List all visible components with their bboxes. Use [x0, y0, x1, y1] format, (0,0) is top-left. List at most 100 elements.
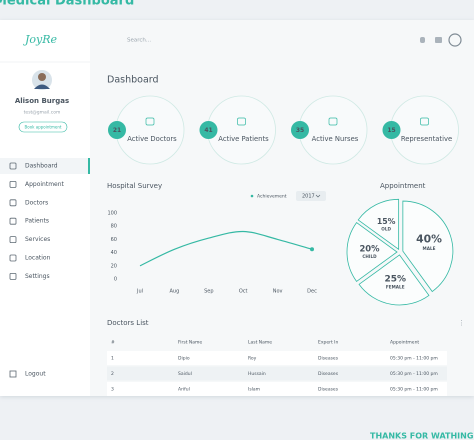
- menu-active-bar: [88, 158, 90, 174]
- book-button-label[interactable]: Book appointment: [25, 125, 62, 130]
- table-cell: Roy: [248, 356, 257, 362]
- pie-value-label: 40%: [416, 233, 442, 246]
- legend-dot: [250, 194, 254, 198]
- menu-item[interactable]: Patients: [25, 218, 49, 225]
- menu-icon: [9, 272, 17, 280]
- stat-badge: [291, 121, 309, 139]
- pie-slice: [402, 200, 454, 293]
- pie-category: OLD: [381, 227, 391, 232]
- stat-card[interactable]: [390, 95, 459, 165]
- bell-icon[interactable]: [420, 37, 425, 43]
- stat-card[interactable]: [298, 95, 368, 165]
- logout-icon: [9, 370, 17, 378]
- stat-badge: [199, 121, 218, 139]
- x-tick-label: Jul: [136, 289, 143, 295]
- table-cell: Ariful: [178, 387, 190, 393]
- stat-icon: [145, 117, 155, 126]
- menu-item[interactable]: Services: [25, 236, 50, 243]
- table-header: First Name: [178, 340, 202, 346]
- stat-badge: [108, 121, 126, 139]
- line-end-dot: [310, 247, 314, 252]
- survey-title: Hospital Survey: [107, 182, 162, 190]
- menu-icon: [9, 180, 17, 188]
- table-cell: 05:30 pm - 11:00 pm: [390, 356, 438, 362]
- stat-badge: [382, 121, 401, 139]
- stat-value: 15: [387, 127, 395, 134]
- stat-icon: [420, 117, 429, 126]
- table-row: [107, 366, 447, 381]
- pie-value-label: 20%: [359, 244, 380, 254]
- stat-icon: [237, 117, 246, 126]
- profile-icon[interactable]: [448, 33, 462, 47]
- x-tick-label: Nov: [273, 289, 283, 295]
- table-cell: Hussain: [248, 371, 266, 377]
- pie-category: CHILD: [362, 254, 377, 259]
- table-header: Last Name: [248, 340, 272, 346]
- stat-value: 41: [204, 127, 212, 134]
- search[interactable]: Search...: [127, 38, 151, 44]
- dropdown-caret: [315, 194, 321, 198]
- stat-icon: [328, 117, 338, 126]
- book-button[interactable]: [18, 121, 68, 133]
- avatar-head: [38, 73, 46, 81]
- menu-icon: [9, 199, 17, 207]
- menu-active: [0, 158, 90, 174]
- stat-value: 21: [113, 127, 121, 134]
- year-label[interactable]: 2017: [302, 194, 315, 200]
- y-tick-label: 80: [111, 224, 117, 230]
- pie-slice: [357, 198, 400, 251]
- table-cell: Islam: [248, 387, 260, 393]
- table-cell: Diseases: [318, 356, 339, 362]
- pie-value-label: 15%: [377, 217, 396, 226]
- stat-label: Active Patients: [218, 135, 269, 143]
- legend-label: Achievement: [257, 194, 287, 200]
- menu-item[interactable]: Doctors: [25, 199, 48, 206]
- pie-category: MALE: [423, 246, 436, 251]
- y-tick-label: 0: [114, 277, 117, 283]
- table-cell: Dipio: [178, 356, 190, 362]
- pie-value-label: 25%: [384, 275, 406, 285]
- x-tick-label: Dec: [307, 289, 317, 295]
- mail-icon[interactable]: [435, 37, 442, 43]
- menu-icon: [9, 236, 17, 244]
- y-tick-label: 100: [107, 211, 117, 217]
- y-tick-label: 20: [111, 263, 117, 269]
- stat-value: 35: [296, 127, 304, 134]
- footer-text: THANKS FOR WATHING: [370, 432, 473, 440]
- logout[interactable]: Logout: [25, 371, 46, 378]
- table-cell: 1: [111, 356, 114, 362]
- table-menu[interactable]: ⋮: [458, 319, 465, 327]
- year-dropdown[interactable]: [296, 191, 326, 201]
- menu-item[interactable]: Location: [25, 255, 51, 262]
- table-cell: 2: [111, 371, 114, 377]
- table-row: [107, 382, 447, 396]
- x-tick-label: Oct: [239, 289, 248, 295]
- y-tick-label: 60: [111, 237, 117, 243]
- stat-card[interactable]: [207, 95, 276, 165]
- table-header: Expert In: [318, 340, 339, 346]
- stat-label: Active Nurses: [312, 135, 359, 143]
- table-header: Appointment: [390, 340, 419, 346]
- menu-icon: [9, 162, 17, 170]
- y-tick-label: 40: [111, 250, 117, 256]
- menu-item[interactable]: Settings: [25, 273, 50, 280]
- banner-title: Medical Dashboard: [0, 0, 134, 9]
- stat-card[interactable]: [115, 95, 185, 165]
- menu-item[interactable]: Dashboard: [25, 163, 58, 170]
- pie-slice: [358, 254, 430, 306]
- menu-item[interactable]: Appointment: [25, 181, 65, 188]
- table-cell: Diseases: [318, 371, 339, 377]
- menu-icon: [9, 254, 17, 262]
- x-tick-label: Aug: [170, 289, 180, 295]
- table-cell: 05:30 pm - 11:00 pm: [390, 387, 438, 393]
- pie-title: Appointment: [380, 182, 426, 190]
- x-tick-label: Sep: [204, 289, 213, 295]
- user-name: Alison Burgas: [15, 97, 69, 105]
- logo: JoyRe: [23, 33, 58, 46]
- pie-category: FEMALE: [386, 285, 405, 290]
- heading: Dashboard: [107, 75, 159, 86]
- table-cell: 05:30 pm - 11:00 pm: [390, 371, 438, 377]
- table-header: #: [111, 340, 115, 346]
